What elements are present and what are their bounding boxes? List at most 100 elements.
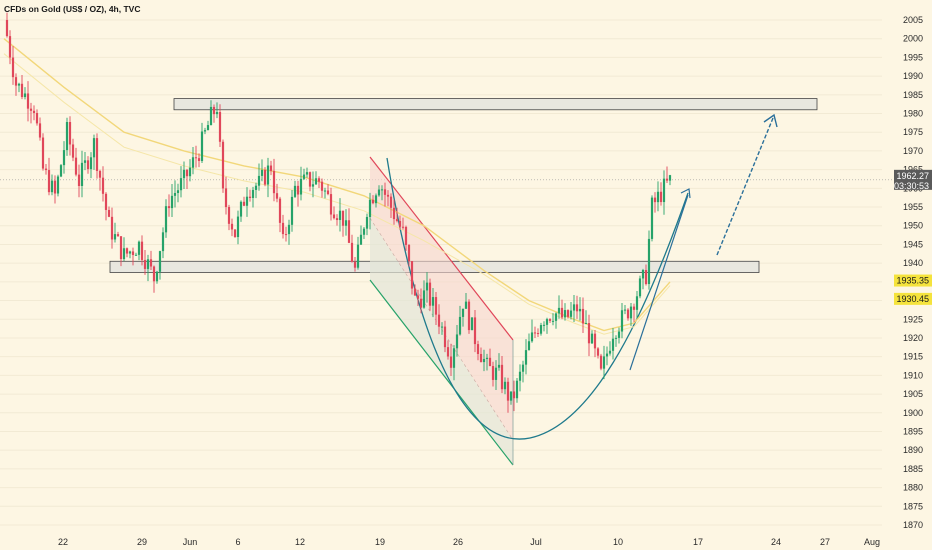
candle[interactable] xyxy=(80,150,84,198)
candle[interactable] xyxy=(578,297,582,321)
moving-average-line-slow[interactable] xyxy=(3,53,671,335)
candle[interactable] xyxy=(137,240,141,261)
candle[interactable] xyxy=(320,178,324,198)
candle[interactable] xyxy=(656,181,660,212)
candle[interactable] xyxy=(521,360,525,383)
candle[interactable] xyxy=(23,87,27,100)
candle[interactable] xyxy=(497,353,501,371)
candle[interactable] xyxy=(512,380,516,412)
candle[interactable] xyxy=(482,349,486,372)
candle[interactable] xyxy=(569,301,573,320)
candle[interactable] xyxy=(140,235,144,266)
candle[interactable] xyxy=(641,268,645,290)
candle[interactable] xyxy=(152,265,156,293)
candle[interactable] xyxy=(134,252,138,256)
candle[interactable] xyxy=(407,244,411,267)
candle[interactable] xyxy=(191,147,195,175)
candle[interactable] xyxy=(590,330,594,345)
candle[interactable] xyxy=(131,247,135,266)
candle[interactable] xyxy=(221,139,225,193)
candle[interactable] xyxy=(107,206,111,218)
candle[interactable] xyxy=(209,100,213,126)
candle[interactable] xyxy=(26,81,30,122)
candle[interactable] xyxy=(485,353,489,371)
candle[interactable] xyxy=(284,226,288,242)
candle[interactable] xyxy=(77,164,81,198)
candle[interactable] xyxy=(566,309,570,319)
candle[interactable] xyxy=(302,168,306,181)
candle[interactable] xyxy=(446,340,450,360)
candle[interactable] xyxy=(113,222,117,243)
candle[interactable] xyxy=(416,289,420,306)
candle[interactable] xyxy=(326,184,330,196)
candle[interactable] xyxy=(554,312,558,329)
candle[interactable] xyxy=(119,236,123,267)
candle[interactable] xyxy=(179,166,183,198)
candle[interactable] xyxy=(212,104,216,123)
candle[interactable] xyxy=(362,227,366,240)
candle[interactable] xyxy=(650,195,654,242)
candle[interactable] xyxy=(68,116,72,156)
candle[interactable] xyxy=(509,391,513,405)
candle[interactable] xyxy=(620,302,624,339)
candle[interactable] xyxy=(335,214,339,226)
candle[interactable] xyxy=(470,317,474,331)
candle[interactable] xyxy=(158,250,162,280)
candle[interactable] xyxy=(86,156,90,174)
candle[interactable] xyxy=(539,322,543,336)
candle[interactable] xyxy=(293,180,297,199)
candle[interactable] xyxy=(233,229,237,238)
candle[interactable] xyxy=(602,345,606,380)
candle[interactable] xyxy=(104,192,108,221)
candle[interactable] xyxy=(476,340,480,361)
candle[interactable] xyxy=(491,361,495,387)
candle[interactable] xyxy=(236,210,240,245)
candle[interactable] xyxy=(281,214,285,239)
candle[interactable] xyxy=(194,145,198,168)
candle[interactable] xyxy=(428,278,432,311)
resistance-zone[interactable] xyxy=(173,98,818,111)
candle[interactable] xyxy=(404,225,408,251)
candle[interactable] xyxy=(605,346,609,366)
candle[interactable] xyxy=(101,166,105,202)
candle[interactable] xyxy=(50,174,54,196)
candle[interactable] xyxy=(266,157,270,198)
candle[interactable] xyxy=(434,292,438,325)
candle[interactable] xyxy=(632,303,636,323)
candle[interactable] xyxy=(203,127,207,135)
candle[interactable] xyxy=(548,318,552,324)
candle[interactable] xyxy=(515,378,519,403)
candle[interactable] xyxy=(635,291,639,319)
candle[interactable] xyxy=(353,256,357,272)
candle[interactable] xyxy=(188,159,192,182)
candle[interactable] xyxy=(374,193,378,208)
candle[interactable] xyxy=(83,151,87,171)
candle[interactable] xyxy=(452,345,456,381)
candle[interactable] xyxy=(659,182,663,206)
wedge-lower-line[interactable] xyxy=(369,279,514,466)
candle[interactable] xyxy=(32,105,36,121)
candle[interactable] xyxy=(245,187,249,217)
candle[interactable] xyxy=(644,264,648,286)
candle[interactable] xyxy=(365,213,369,236)
candle[interactable] xyxy=(629,303,633,327)
candle[interactable] xyxy=(584,310,588,325)
candle[interactable] xyxy=(17,82,21,93)
candle[interactable] xyxy=(560,299,564,320)
candle[interactable] xyxy=(623,305,627,315)
candle[interactable] xyxy=(461,308,465,327)
candle[interactable] xyxy=(587,314,591,357)
candle[interactable] xyxy=(572,295,576,322)
candle[interactable] xyxy=(392,199,396,225)
candle[interactable] xyxy=(251,186,255,208)
candle[interactable] xyxy=(56,174,60,197)
candle[interactable] xyxy=(665,166,669,184)
candle[interactable] xyxy=(323,187,327,199)
candle[interactable] xyxy=(239,200,243,222)
candle[interactable] xyxy=(227,204,231,231)
candle[interactable] xyxy=(449,343,453,376)
candle[interactable] xyxy=(8,30,12,65)
candle[interactable] xyxy=(440,322,444,335)
candle[interactable] xyxy=(5,12,9,38)
